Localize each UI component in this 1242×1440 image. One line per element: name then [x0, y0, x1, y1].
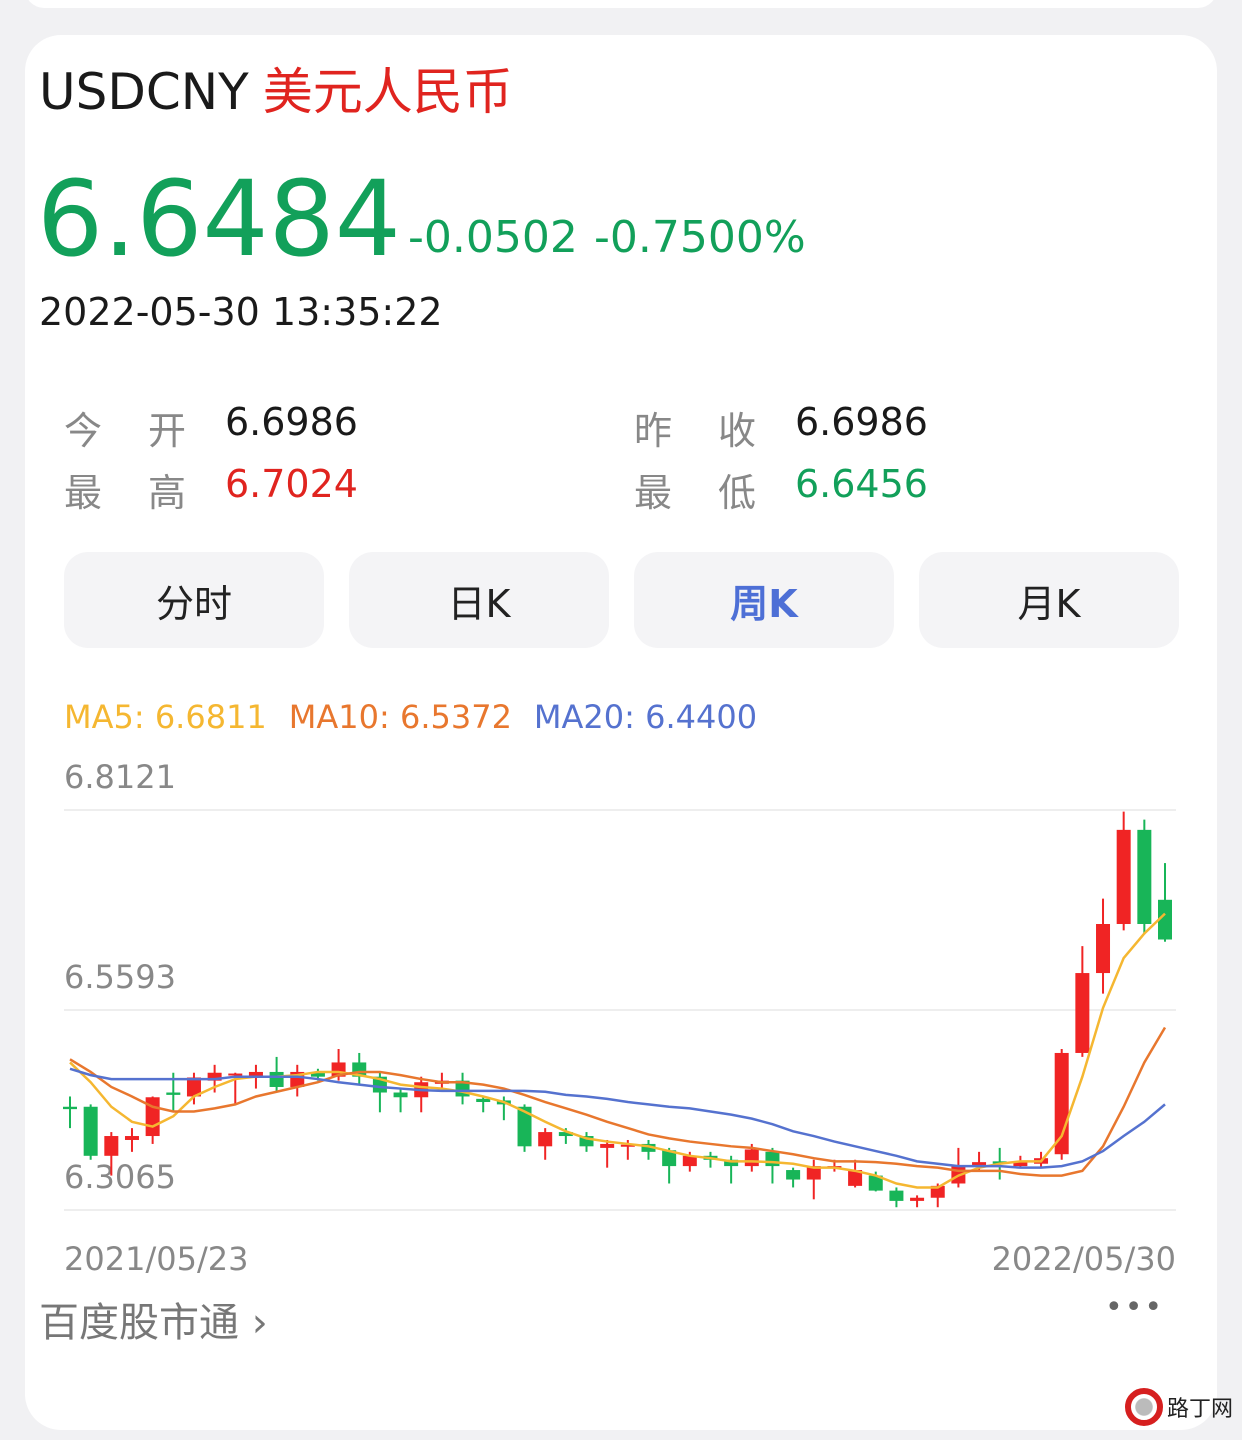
watermark: 路丁网 [1125, 1388, 1233, 1426]
candle-body [248, 1071, 263, 1076]
candle-body [806, 1166, 821, 1180]
ma-line [69, 912, 1166, 1189]
ma-line [69, 1067, 1166, 1169]
tab[interactable]: 分时 [64, 552, 324, 648]
stat-value: 6.7024 [225, 462, 358, 506]
candle-body [910, 1197, 925, 1201]
kline-chart: MA5: 6.6811 MA10: 6.5372 MA20: 6.4400 6.306… [63, 698, 1176, 1278]
candle-body [848, 1170, 863, 1186]
candle-body [889, 1190, 904, 1201]
watermark-logo [1125, 1388, 1163, 1426]
watermark-text: 路丁网 [1167, 1397, 1234, 1422]
candle-body [269, 1071, 284, 1087]
stat-value: 6.6456 [795, 462, 928, 506]
candle-body [1013, 1162, 1028, 1167]
candle-body [538, 1132, 553, 1147]
change: -0.0502 [408, 212, 578, 263]
title: USDCNY 美元人民币 [39, 52, 513, 124]
candle-body [228, 1073, 243, 1076]
candle-body [744, 1149, 759, 1167]
previous-card [25, 0, 1217, 8]
quote-card [25, 35, 1217, 1430]
candle-body [579, 1136, 594, 1147]
x-tick-label: 2021/05/23 [64, 1240, 248, 1278]
candle-body [83, 1106, 98, 1156]
candle-body [682, 1155, 697, 1167]
candle-body [641, 1143, 656, 1152]
candle-body [1096, 924, 1111, 974]
candle-body [476, 1098, 491, 1103]
candle-body [310, 1072, 325, 1077]
candle-body [63, 1106, 77, 1110]
candle-body [600, 1143, 615, 1148]
candle-body [104, 1136, 119, 1156]
candle-body [662, 1150, 677, 1167]
chevron: › [239, 1300, 268, 1346]
symbol: USDCNY [39, 63, 249, 121]
stat-label: 今开 [64, 409, 233, 453]
source-name: 百度股市通 [39, 1300, 239, 1346]
candle-body [124, 1136, 139, 1140]
tab[interactable]: 月K [919, 552, 1179, 648]
candle-body [1137, 829, 1152, 925]
candle-body [620, 1144, 635, 1147]
legend-item: MA5: 6.6811 [64, 698, 267, 736]
candle-body [207, 1072, 222, 1081]
candle-body [868, 1175, 883, 1191]
candle-body [166, 1092, 181, 1095]
candle-body [1158, 899, 1172, 940]
price: 6.6484 [37, 158, 401, 280]
stat-value: 6.6986 [225, 400, 358, 444]
source-link[interactable]: 百度股市通 › [39, 1290, 268, 1348]
candle-body [1054, 1052, 1069, 1155]
tab[interactable]: 日K [349, 552, 609, 648]
stat-value: 6.6986 [795, 400, 928, 444]
currency-name: 美元人民币 [262, 63, 513, 121]
stat-label: 昨收 [634, 409, 803, 453]
candle-body [558, 1132, 573, 1137]
candle-body [786, 1170, 801, 1180]
legend-item: MA10: 6.5372 [289, 698, 512, 736]
y-tick-label: 6.5593 [64, 958, 176, 996]
timestamp: 2022-05-30 13:35:22 [39, 290, 443, 334]
legend-item: MA20: 6.4400 [534, 698, 757, 736]
candle-body [1075, 973, 1090, 1053]
candle-body [765, 1151, 780, 1167]
candle-body [972, 1162, 987, 1167]
candle-body [724, 1159, 739, 1167]
stat-label: 最高 [64, 471, 233, 515]
candle-body [1116, 829, 1131, 925]
x-tick-label: 2022/05/30 [992, 1240, 1176, 1278]
candle-body [517, 1106, 532, 1147]
change-percent: -0.7500% [594, 212, 806, 263]
tab[interactable]: 周K [634, 552, 894, 648]
y-tick-label: 6.8121 [64, 758, 176, 796]
ma-line [69, 1026, 1167, 1177]
candle-body [186, 1077, 201, 1097]
candle-body [393, 1092, 408, 1098]
y-tick-label: 6.3065 [64, 1158, 176, 1196]
candle-body [930, 1185, 945, 1198]
more-button[interactable]: ••• [1105, 1290, 1165, 1325]
stat-label: 最低 [634, 471, 803, 515]
